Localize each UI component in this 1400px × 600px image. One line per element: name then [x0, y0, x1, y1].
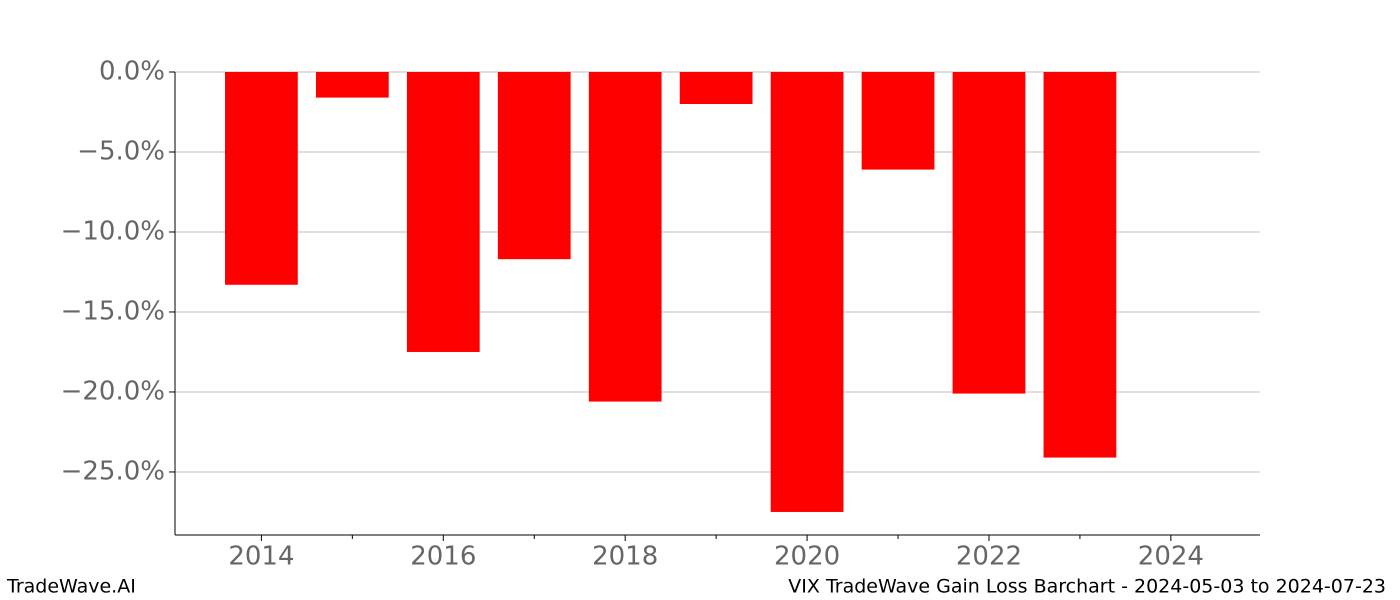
bar: [315, 72, 389, 98]
x-tick-label: 2024: [1138, 542, 1204, 572]
y-tick-label: −20.0%: [61, 376, 165, 406]
y-tick-label: −25.0%: [61, 456, 165, 486]
bar: [406, 72, 480, 352]
y-tick-label: −15.0%: [61, 296, 165, 326]
footer-left: TradeWave.AI: [6, 576, 136, 598]
bar: [225, 72, 298, 285]
bar: [1043, 72, 1117, 458]
x-tick-label: 2022: [956, 542, 1022, 572]
y-tick-label: 0.0%: [99, 57, 165, 87]
bar: [770, 72, 844, 512]
bar: [497, 72, 571, 260]
y-tick-label: −10.0%: [61, 216, 165, 246]
x-tick-label: 2016: [410, 542, 476, 572]
footer-right: VIX TradeWave Gain Loss Barchart - 2024-…: [788, 576, 1386, 598]
bar: [588, 72, 662, 402]
bar: [679, 72, 753, 104]
x-tick-label: 2014: [228, 542, 294, 572]
y-tick-label: −5.0%: [77, 136, 165, 166]
x-tick-label: 2018: [592, 542, 658, 572]
x-tick-label: 2020: [774, 542, 840, 572]
bar: [861, 72, 935, 170]
bar: [952, 72, 1026, 394]
